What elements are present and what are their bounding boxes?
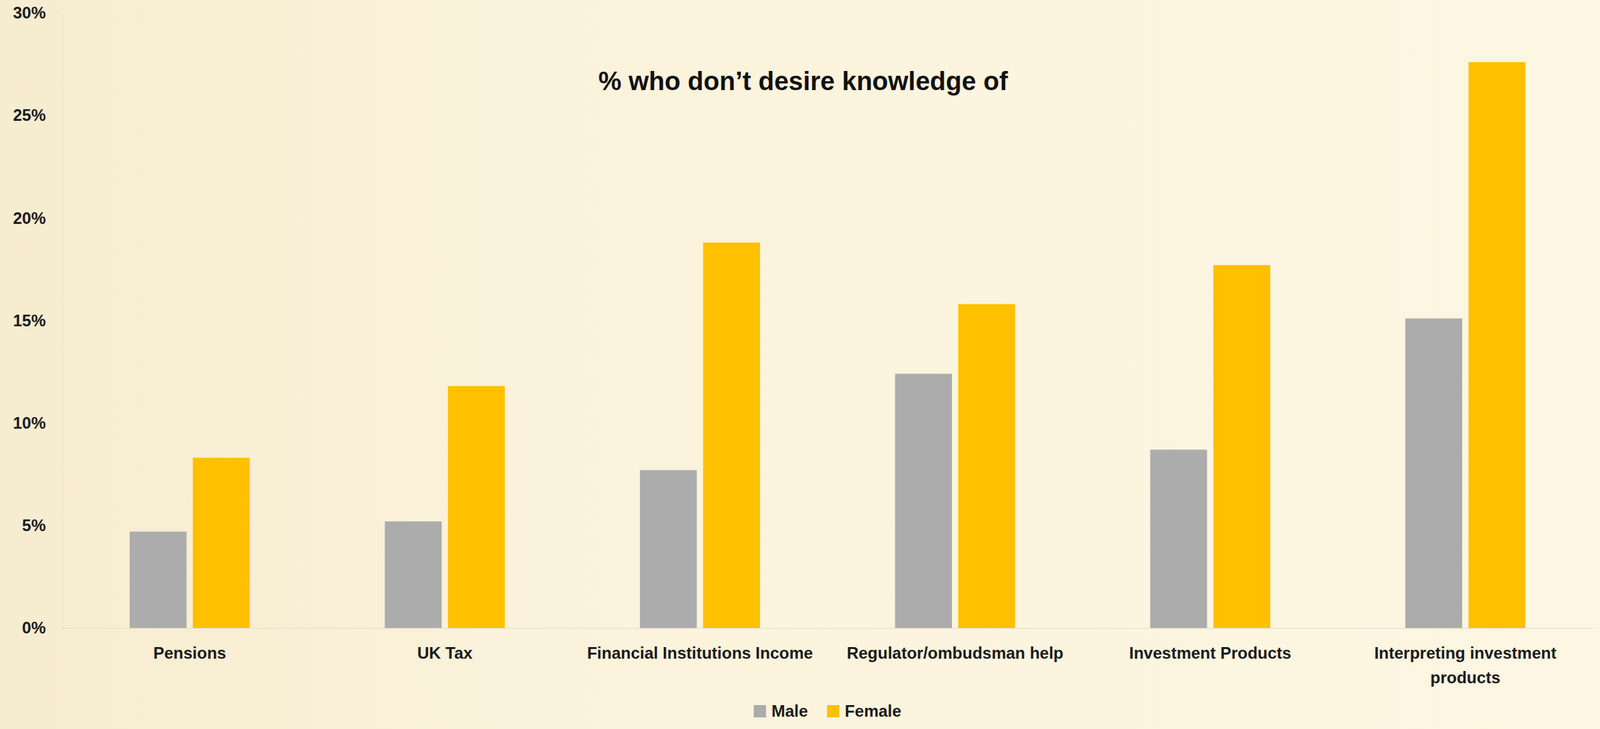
legend-label: Male: [771, 702, 808, 721]
x-tick: Financial Institutions Income: [587, 628, 814, 663]
bar: [129, 531, 187, 629]
y-axis-line: [62, 13, 63, 629]
x-tick-label: Regulator/ombudsman help: [846, 643, 1064, 663]
bar: [1468, 62, 1525, 629]
y-tick-label: 0%: [21, 618, 46, 638]
x-tick-label: Interpreting investment products: [1373, 643, 1557, 687]
y-tick: 0%: [21, 618, 63, 638]
bar: [192, 458, 250, 629]
series-1: [192, 62, 1525, 629]
y-tick-label: 5%: [21, 516, 46, 535]
legend-item: Male: [753, 702, 808, 721]
y-tick: 15%: [12, 311, 63, 330]
x-tick-label: Investment Products: [1129, 643, 1292, 663]
bar: [1149, 450, 1207, 629]
title: % who don’t desire knowledge of: [598, 66, 1008, 96]
bars: [129, 62, 1526, 629]
y-tick-label: 15%: [12, 311, 46, 330]
y-axis: 0% 5% 10% 15% 20% 25% 30%: [12, 3, 63, 638]
y-tick: 30%: [12, 3, 63, 22]
bar: [895, 374, 952, 629]
x-tick: Interpreting investment products: [1373, 628, 1557, 687]
x-tick-label: UK Tax: [417, 643, 474, 663]
legend-swatch: [753, 705, 767, 718]
y-tick-label: 20%: [12, 208, 46, 228]
bar: [639, 470, 697, 629]
bar: [958, 303, 1015, 629]
x-tick-label-line: products: [1429, 668, 1501, 687]
bar: [1213, 264, 1271, 629]
y-tick: 20%: [12, 208, 63, 228]
x-axis: Pensions UK Tax Financial Institutions Inc…: [62, 628, 1594, 687]
y-tick: 25%: [12, 105, 63, 125]
x-tick: Investment Products: [1129, 628, 1292, 663]
bar: [385, 521, 442, 629]
x-axis-line: [62, 628, 1594, 629]
y-tick-label: 25%: [12, 105, 46, 125]
legend: Male Female: [753, 702, 902, 721]
y-tick-label: 10%: [12, 413, 46, 433]
y-tick: 5%: [21, 516, 63, 535]
x-tick: Pensions: [152, 628, 227, 663]
x-tick: Regulator/ombudsman help: [846, 628, 1064, 663]
bar: [703, 242, 761, 629]
x-tick-label: Pensions: [152, 643, 227, 663]
chart: 0% 5% 10% 15% 20% 25% 30% Pensions UK Tax Financi…: [0, 0, 1600, 729]
x-tick: UK Tax: [417, 628, 474, 663]
bar: [1405, 318, 1463, 629]
bar: [447, 386, 505, 629]
x-tick-label-line: Interpreting investment: [1373, 643, 1557, 663]
y-tick: 10%: [12, 413, 63, 433]
x-tick-label: Financial Institutions Income: [587, 643, 814, 663]
legend-swatch: [826, 705, 840, 718]
legend-label: Female: [844, 702, 902, 721]
y-tick-label: 30%: [12, 3, 46, 22]
legend-item: Female: [826, 702, 902, 721]
